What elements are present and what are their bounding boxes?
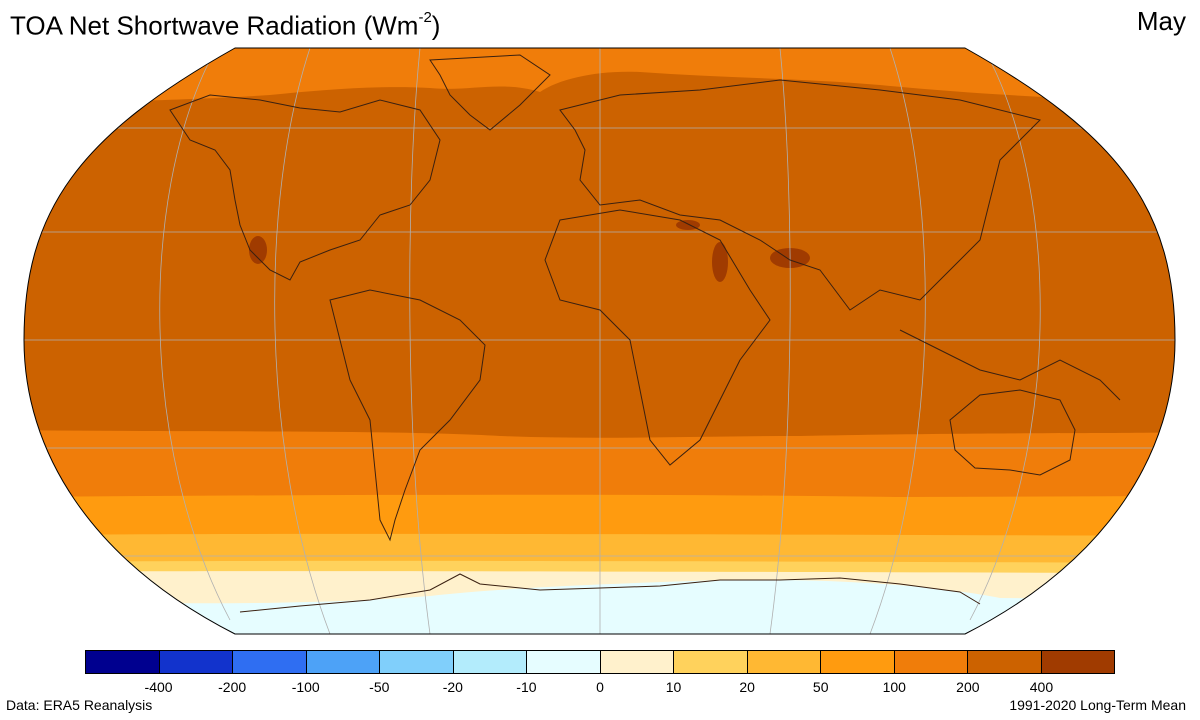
colorbar-segment [600,651,674,673]
coast-eurasia [559,79,1041,311]
month-label: May [1136,6,1186,36]
colorbar-tick-label: 50 [812,679,829,695]
colorbar-segment [306,651,380,673]
colorbar-segment [1041,651,1114,673]
colorbar-tick-label: -400 [144,679,173,695]
colorbar-segment [86,651,160,673]
colorbar [85,650,1115,674]
coastlines [169,54,1121,613]
coast-south-america [329,289,486,542]
colorbar-tick-label: 10 [665,679,682,695]
colorbar-tick-label: 400 [1029,679,1054,695]
radiation-field [24,48,1175,634]
colorbar-segment [747,651,821,673]
colorbar-segment [159,651,233,673]
coast-north-america [169,94,441,281]
hotspot-baja [249,236,267,264]
coast-greenland [429,54,551,131]
hotspot-red-sea [712,242,728,282]
colorbar-tick-label: -10 [516,679,537,695]
colorbar-segment [674,651,748,673]
colorbar-tick-label: 100 [882,679,906,695]
colorbar-tick-label: -50 [369,679,390,695]
colorbar-segment [894,651,968,673]
coast-antarctica [239,573,981,613]
colorbar-labels: -400 -200 -100 -50 -20 -10 0 10 20 50 100 200 400 [85,679,1115,699]
colorbar-tick-label: -20 [442,679,463,695]
coast-australia [949,389,1076,476]
map-outline [23,47,1176,635]
colorbar-segment [821,651,895,673]
colorbar-segment [453,651,527,673]
colorbar-tick-label: -200 [218,679,247,695]
coast-southeast-asia [899,329,1121,401]
colorbar-segment [527,651,601,673]
title-exponent: -2 [418,9,432,26]
period-label: 1991-2020 Long-Term Mean [1009,697,1186,713]
colorbar-tick-label: 0 [596,679,604,695]
colorbar-segment [968,651,1042,673]
map-title: TOA Net Shortwave Radiation (Wm-2) [10,4,440,43]
colorbar-tick-label: 200 [956,679,980,695]
graticule [24,48,1175,634]
colorbar-segment [233,651,307,673]
colorbar-segment [380,651,454,673]
colorbar-tick-label: -100 [291,679,320,695]
band-north-100-200 [24,48,1175,108]
title-close: ) [431,10,441,41]
colorbar-tick-label: 20 [739,679,755,695]
title-text: TOA Net Shortwave Radiation (Wm [10,10,419,41]
coast-africa [544,209,771,466]
data-source: Data: ERA5 Reanalysis [6,697,153,713]
